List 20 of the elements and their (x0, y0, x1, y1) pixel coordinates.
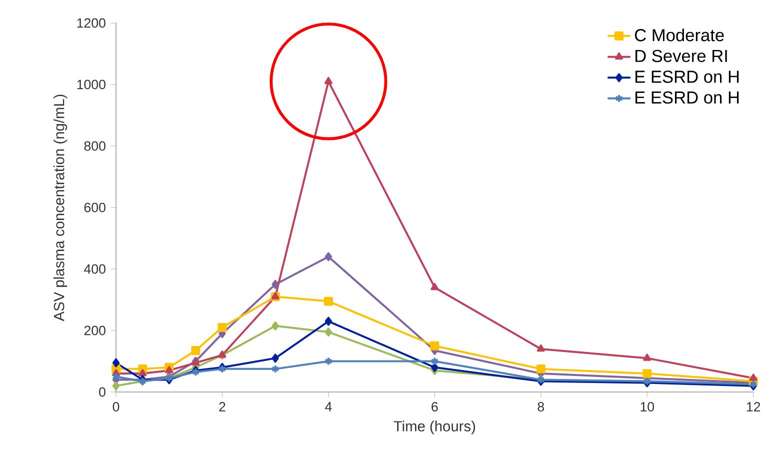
y-tick-label: 1200 (77, 18, 106, 28)
y-tick-label: 1000 (77, 80, 106, 90)
x-tick-label: 2 (219, 402, 226, 412)
x-tick-label: 4 (325, 402, 332, 412)
y-tick-label: 200 (84, 326, 106, 336)
x-tick-label: 8 (538, 402, 544, 412)
x-tick-label: 0 (112, 402, 120, 412)
y-tick-label: 0 (99, 387, 106, 397)
x-axis-title: Time (hours) (394, 420, 476, 434)
legend-label: D Severe RI (635, 50, 727, 62)
y-tick-label: 600 (84, 202, 106, 212)
legend-label: E ESRD on H (635, 70, 739, 83)
x-tick-label: 6 (432, 402, 438, 412)
y-axis-title: ASV plasma concentration (ng/mL) (53, 94, 68, 322)
legend-label: C Moderate (634, 28, 724, 42)
y-tick-label: 400 (84, 264, 106, 274)
x-tick-label: 10 (640, 402, 654, 412)
legend-label: E ESRD on H (635, 91, 739, 104)
x-tick-label: 12 (746, 402, 760, 412)
y-tick-label: 800 (84, 141, 106, 151)
